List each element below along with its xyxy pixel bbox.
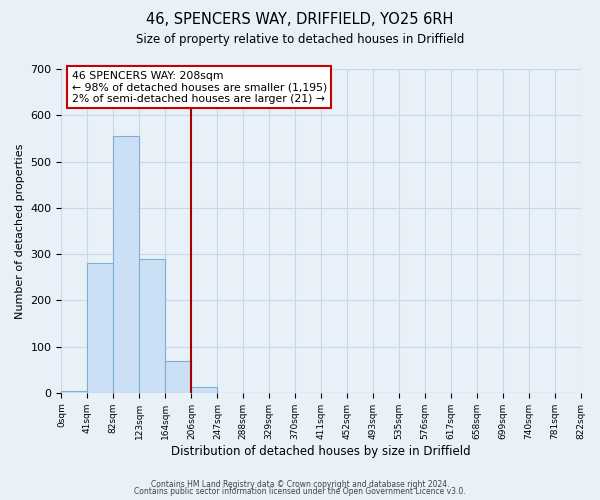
Bar <box>113 136 139 393</box>
Bar <box>191 388 217 393</box>
Bar <box>87 264 113 393</box>
Bar <box>139 258 165 393</box>
Y-axis label: Number of detached properties: Number of detached properties <box>15 143 25 318</box>
Text: 46 SPENCERS WAY: 208sqm
← 98% of detached houses are smaller (1,195)
2% of semi-: 46 SPENCERS WAY: 208sqm ← 98% of detache… <box>72 70 327 104</box>
Text: Contains public sector information licensed under the Open Government Licence v3: Contains public sector information licen… <box>134 487 466 496</box>
Bar <box>61 390 87 393</box>
Text: 46, SPENCERS WAY, DRIFFIELD, YO25 6RH: 46, SPENCERS WAY, DRIFFIELD, YO25 6RH <box>146 12 454 28</box>
Bar <box>165 362 191 393</box>
Text: Size of property relative to detached houses in Driffield: Size of property relative to detached ho… <box>136 32 464 46</box>
X-axis label: Distribution of detached houses by size in Driffield: Distribution of detached houses by size … <box>171 444 471 458</box>
Text: Contains HM Land Registry data © Crown copyright and database right 2024.: Contains HM Land Registry data © Crown c… <box>151 480 449 489</box>
